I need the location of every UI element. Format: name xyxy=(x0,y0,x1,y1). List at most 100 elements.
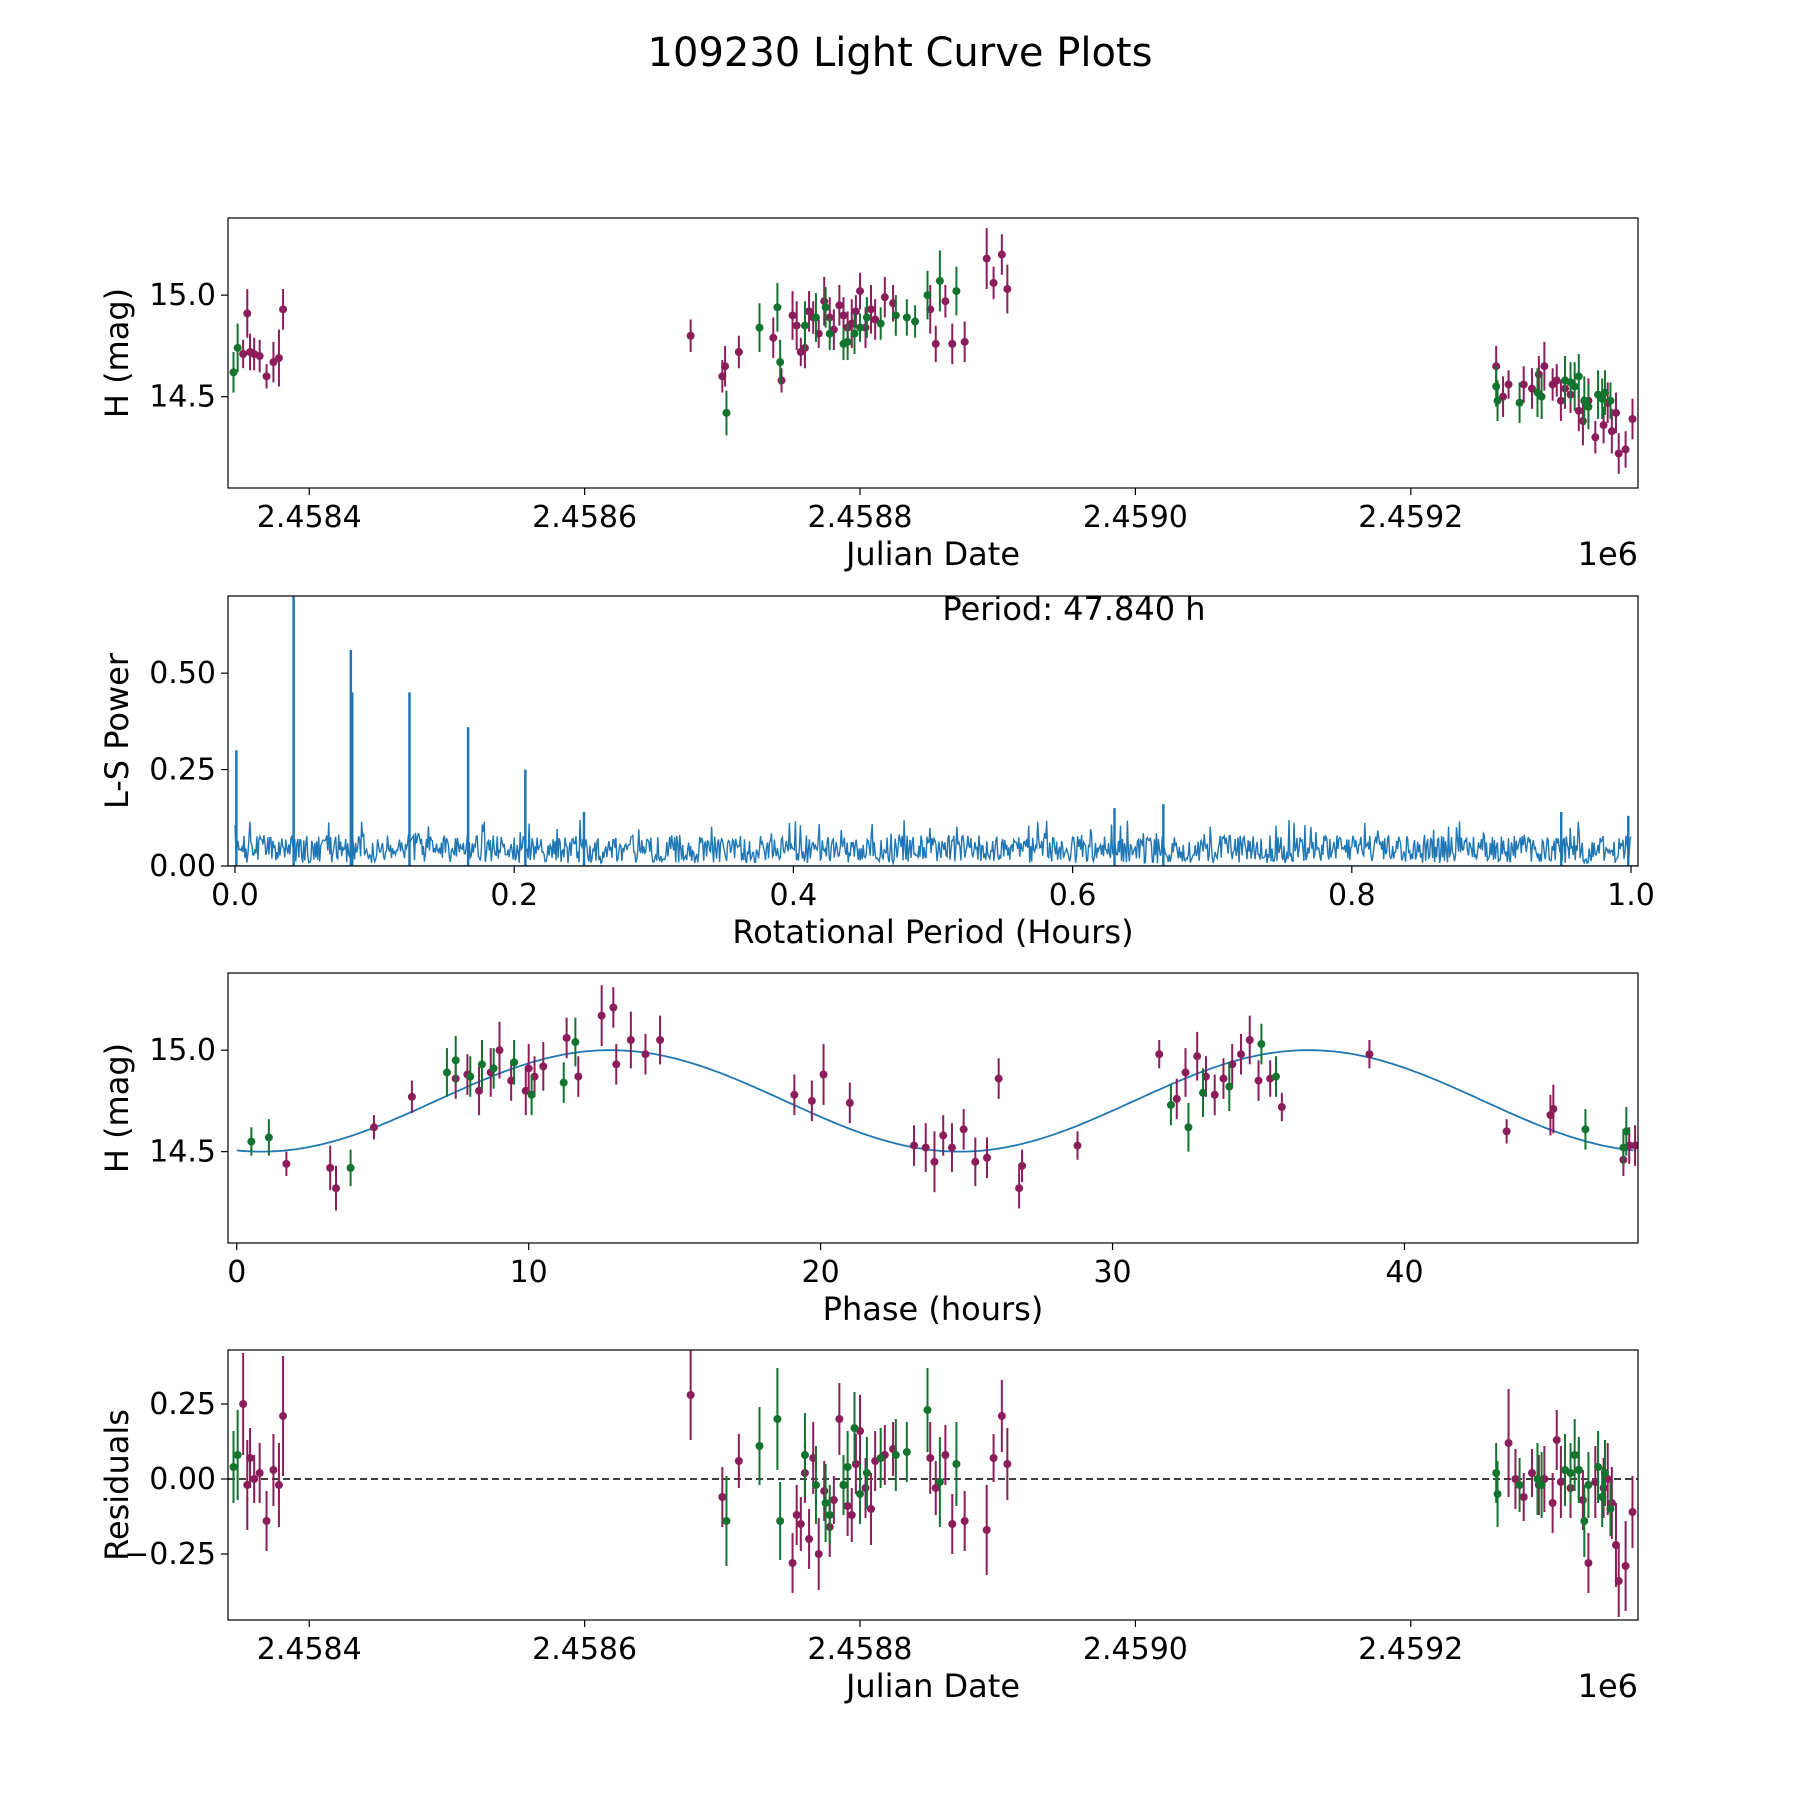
panel-periodogram: Period: 47.840 h0.0 0.2 0.4 0.6 0.8 1.00.000.… xyxy=(98,590,1655,951)
data-point xyxy=(255,352,264,361)
data-point xyxy=(1584,1559,1593,1567)
data-point xyxy=(229,368,238,377)
axes-frame xyxy=(227,972,1639,1244)
data-point xyxy=(800,1451,809,1459)
data-point xyxy=(1607,427,1616,436)
data-point xyxy=(776,358,785,367)
data-point xyxy=(609,1003,618,1012)
y-tick-label: −0.25 xyxy=(124,1537,216,1572)
data-point xyxy=(246,1454,255,1462)
data-point xyxy=(255,1469,264,1477)
data-point xyxy=(1599,421,1608,430)
data-point xyxy=(233,1451,242,1459)
y-tick-label: 0.50 xyxy=(149,656,216,691)
y-tick-label: 0.25 xyxy=(149,1387,216,1422)
plot-area xyxy=(236,985,1638,1211)
data-point xyxy=(931,339,940,348)
x-offset-label: 1e6 xyxy=(1578,1667,1638,1705)
y-axis-label: L-S Power xyxy=(98,652,136,809)
x-axis-label: Rotational Period (Hours) xyxy=(732,913,1133,951)
data-point xyxy=(952,287,961,296)
data-point xyxy=(571,1038,580,1047)
data-point xyxy=(792,321,801,330)
data-point xyxy=(264,1133,273,1142)
data-point xyxy=(788,1559,797,1567)
data-point xyxy=(926,1454,935,1462)
data-point xyxy=(1611,408,1620,417)
data-point xyxy=(1511,1475,1520,1483)
data-point xyxy=(1193,1052,1202,1061)
data-point xyxy=(1552,376,1561,385)
data-point xyxy=(332,1184,341,1193)
y-tick-label: 0.00 xyxy=(149,1462,216,1497)
series-filter-2 xyxy=(229,250,961,436)
data-point xyxy=(1527,1469,1536,1477)
data-point xyxy=(477,1060,486,1069)
x-tick-label: 0.2 xyxy=(490,878,538,913)
x-tick-label: 2.4586 xyxy=(532,1632,637,1667)
data-point xyxy=(1570,1451,1579,1459)
data-point xyxy=(1537,392,1546,401)
data-point xyxy=(1504,380,1513,389)
data-point xyxy=(279,1412,288,1420)
series-filter-2 xyxy=(229,1368,961,1566)
data-point xyxy=(948,1520,957,1528)
data-point xyxy=(626,1035,635,1044)
data-point xyxy=(1155,1050,1164,1059)
data-point xyxy=(1003,1460,1012,1468)
data-point xyxy=(856,287,865,296)
data-point xyxy=(1519,1493,1528,1501)
data-point xyxy=(941,1451,950,1459)
data-point xyxy=(1365,1050,1374,1059)
data-point xyxy=(839,311,848,320)
data-point xyxy=(1622,1127,1631,1136)
data-point xyxy=(1519,380,1528,389)
data-point xyxy=(800,321,809,330)
data-point xyxy=(935,276,944,285)
data-point xyxy=(527,1090,536,1099)
x-offset-label: 1e6 xyxy=(1578,535,1638,573)
data-point xyxy=(792,1511,801,1519)
data-point xyxy=(282,1159,291,1168)
data-point xyxy=(989,1454,998,1462)
data-point xyxy=(1628,414,1637,423)
data-point xyxy=(1504,1439,1513,1447)
data-point xyxy=(279,305,288,314)
data-point xyxy=(820,1487,829,1495)
data-point xyxy=(1181,1068,1190,1077)
data-point xyxy=(939,1131,948,1140)
data-point xyxy=(1600,388,1609,397)
data-point xyxy=(1628,1508,1637,1516)
data-point xyxy=(891,1451,900,1459)
data-point xyxy=(1581,1125,1590,1134)
data-point xyxy=(250,1475,259,1483)
y-tick-label: 14.5 xyxy=(149,1135,216,1170)
data-point xyxy=(1591,433,1600,442)
data-point xyxy=(1580,396,1589,405)
data-point xyxy=(1492,1469,1501,1477)
data-point xyxy=(921,1143,930,1152)
data-point xyxy=(1548,1499,1557,1507)
data-point xyxy=(843,337,852,346)
x-tick-label: 2.4592 xyxy=(1358,500,1463,535)
plot-area xyxy=(228,596,1638,866)
plot-layer: 2.4584 2.4586 2.4588 2.4590 2.4592 14.5 15.0 Ju… xyxy=(98,217,1655,1705)
data-point xyxy=(910,1141,919,1150)
y-axis-label: H (mag) xyxy=(98,288,136,418)
data-point xyxy=(769,333,778,342)
data-point xyxy=(1515,1481,1524,1489)
data-point xyxy=(1594,1463,1603,1471)
data-point xyxy=(876,1454,885,1462)
data-point xyxy=(983,1153,992,1162)
data-point xyxy=(856,1490,865,1498)
data-point xyxy=(1600,1469,1609,1477)
data-point xyxy=(1580,1517,1589,1525)
data-point xyxy=(805,307,814,316)
data-point xyxy=(1614,449,1623,458)
data-point xyxy=(369,1123,378,1132)
data-point xyxy=(656,1035,665,1044)
data-point xyxy=(1537,1481,1546,1489)
data-point xyxy=(524,1064,533,1073)
data-point xyxy=(825,329,834,338)
